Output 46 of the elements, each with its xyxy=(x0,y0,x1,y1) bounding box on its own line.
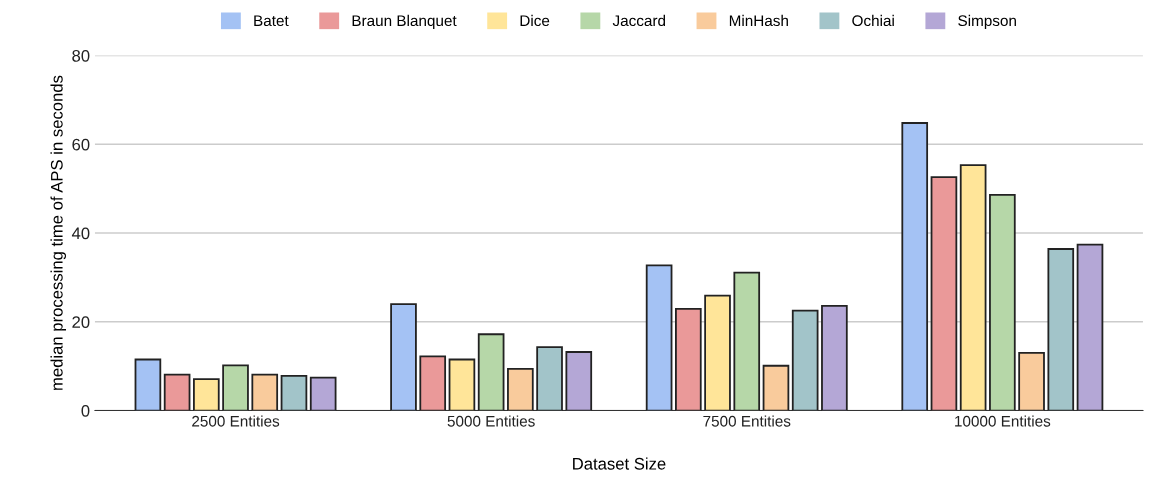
x-tick-label: 10000 Entities xyxy=(955,415,1051,427)
bar xyxy=(930,176,958,411)
y-tick-label: 60 xyxy=(72,138,90,151)
y-axis-title: median processing time of APS in seconds xyxy=(50,75,66,390)
bar xyxy=(507,367,534,411)
bar xyxy=(222,364,249,411)
bar xyxy=(901,122,929,411)
bar xyxy=(704,294,731,411)
x-axis-title: Dataset Size xyxy=(573,457,666,470)
bar xyxy=(989,193,1016,411)
legend-label: MinHash xyxy=(729,14,788,27)
bar xyxy=(791,309,819,411)
x-tick-label: 2500 Entities xyxy=(192,415,280,427)
bar xyxy=(309,376,337,411)
x-tick-label: 7500 Entities xyxy=(703,415,791,427)
bar xyxy=(733,271,761,411)
bar xyxy=(1047,248,1075,411)
y-tick-label: 40 xyxy=(71,227,90,240)
bar xyxy=(419,355,447,411)
bar xyxy=(762,364,790,411)
legend-label: Batet xyxy=(254,15,289,27)
bar xyxy=(821,304,848,411)
bar xyxy=(959,164,987,411)
y-tick-label: 0 xyxy=(81,404,90,417)
bar xyxy=(163,373,191,411)
y-tick-label: 80 xyxy=(72,49,90,62)
legend-label: Braun Blanquet xyxy=(352,14,457,30)
legend-label: Simpson xyxy=(958,14,1016,30)
legend-label: Jaccard xyxy=(612,14,666,27)
bar xyxy=(280,375,308,411)
bar xyxy=(645,264,673,411)
bar xyxy=(477,333,505,411)
bar xyxy=(675,308,702,411)
bar xyxy=(565,351,593,411)
bar xyxy=(390,303,417,411)
legend-label: Ochiai xyxy=(852,14,894,27)
legend-label: Dice xyxy=(520,14,550,27)
x-tick-label: 5000 Entities xyxy=(447,415,535,427)
bar xyxy=(536,346,563,411)
bar xyxy=(448,358,476,411)
y-tick-label: 20 xyxy=(72,316,90,328)
bar xyxy=(193,378,220,411)
bar xyxy=(134,358,162,411)
bar xyxy=(1018,351,1045,411)
bar xyxy=(251,373,279,411)
bar xyxy=(1076,243,1104,411)
